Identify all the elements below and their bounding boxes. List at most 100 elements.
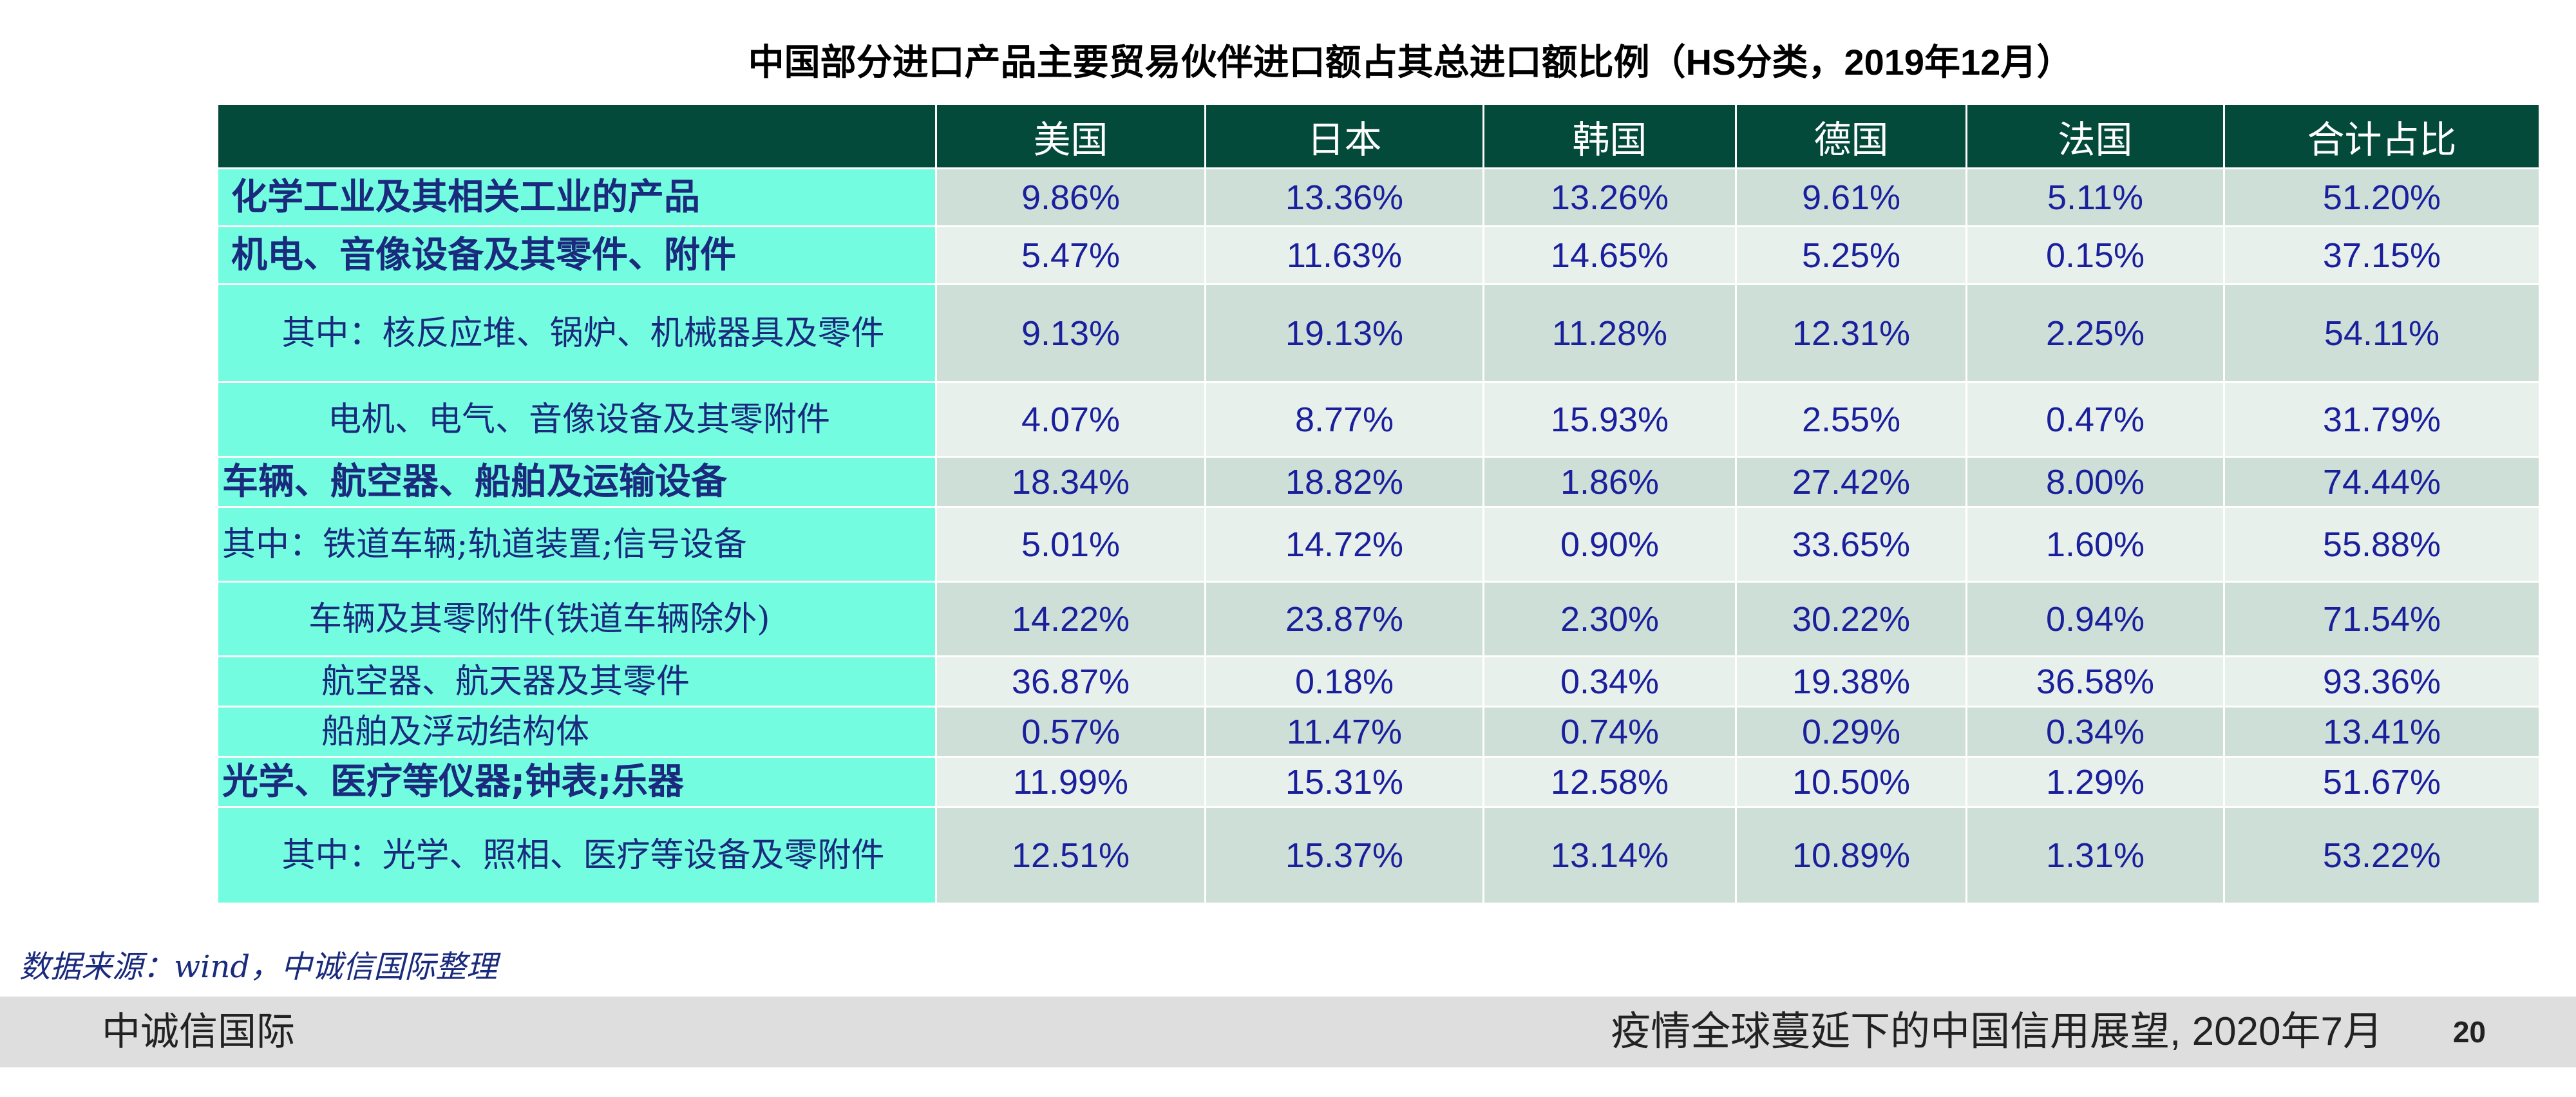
table-cell: 53.22% <box>2223 806 2541 905</box>
table-cell: 11.47% <box>1204 706 1484 758</box>
trade-table: 美国 日本 韩国 德国 法国 合计占比 化学工业及其相关工业的产品 9.86% … <box>216 103 2541 905</box>
table-cell: 19.13% <box>1204 283 1484 383</box>
table-cell: 51.20% <box>2223 167 2541 227</box>
table-cell: 0.90% <box>1482 506 1737 583</box>
table-header-row: 美国 日本 韩国 德国 法国 合计占比 <box>216 103 2541 169</box>
row-label: 其中：铁道车辆;轨道装置;信号设备 <box>216 506 937 583</box>
table-cell: 36.87% <box>935 655 1206 708</box>
table-cell: 11.63% <box>1204 225 1484 285</box>
table-cell: 55.88% <box>2223 506 2541 583</box>
row-label: 船舶及浮动结构体 <box>216 706 937 758</box>
table-row: 船舶及浮动结构体 0.57% 11.47% 0.74% 0.29% 0.34% … <box>216 706 2541 758</box>
table-cell: 54.11% <box>2223 283 2541 383</box>
table-cell: 8.77% <box>1204 381 1484 458</box>
table-cell: 4.07% <box>935 381 1206 458</box>
table-cell: 12.51% <box>935 806 1206 905</box>
table-cell: 1.29% <box>1965 756 2225 808</box>
header-cell: 法国 <box>1965 103 2225 169</box>
page-number: 20 <box>2452 1015 2486 1049</box>
header-cell: 合计占比 <box>2223 103 2541 169</box>
header-cell: 日本 <box>1204 103 1484 169</box>
table-row: 机电、音像设备及其零件、附件 5.47% 11.63% 14.65% 5.25%… <box>216 225 2541 285</box>
table-cell: 0.74% <box>1482 706 1737 758</box>
table-cell: 11.99% <box>935 756 1206 808</box>
header-cell: 德国 <box>1735 103 1967 169</box>
table-cell: 1.60% <box>1965 506 2225 583</box>
table-row: 电机、电气、音像设备及其零附件 4.07% 8.77% 15.93% 2.55%… <box>216 381 2541 458</box>
table-cell: 12.58% <box>1482 756 1737 808</box>
table-cell: 1.31% <box>1965 806 2225 905</box>
row-label: 化学工业及其相关工业的产品 <box>216 167 937 227</box>
table-row: 车辆、航空器、船舶及运输设备 18.34% 18.82% 1.86% 27.42… <box>216 456 2541 508</box>
table-cell: 23.87% <box>1204 581 1484 657</box>
table-cell: 19.38% <box>1735 655 1967 708</box>
table-cell: 37.15% <box>2223 225 2541 285</box>
table-cell: 15.31% <box>1204 756 1484 808</box>
table-cell: 13.14% <box>1482 806 1737 905</box>
table-row: 光学、医疗等仪器;钟表;乐器 11.99% 15.31% 12.58% 10.5… <box>216 756 2541 808</box>
row-label: 其中：核反应堆、锅炉、机械器具及零件 <box>216 283 937 383</box>
table-row: 其中：光学、照相、医疗等设备及零附件 12.51% 15.37% 13.14% … <box>216 806 2541 905</box>
table-cell: 0.94% <box>1965 581 2225 657</box>
table-cell: 14.72% <box>1204 506 1484 583</box>
table-cell: 30.22% <box>1735 581 1967 657</box>
table-row: 其中：核反应堆、锅炉、机械器具及零件 9.13% 19.13% 11.28% 1… <box>216 283 2541 383</box>
table-cell: 93.36% <box>2223 655 2541 708</box>
table-cell: 15.93% <box>1482 381 1737 458</box>
table-cell: 2.25% <box>1965 283 2225 383</box>
table-row: 航空器、航天器及其零件 36.87% 0.18% 0.34% 19.38% 36… <box>216 655 2541 708</box>
table-cell: 13.26% <box>1482 167 1737 227</box>
row-label: 机电、音像设备及其零件、附件 <box>216 225 937 285</box>
table-cell: 36.58% <box>1965 655 2225 708</box>
table-cell: 5.47% <box>935 225 1206 285</box>
table-cell: 71.54% <box>2223 581 2541 657</box>
table-row: 化学工业及其相关工业的产品 9.86% 13.36% 13.26% 9.61% … <box>216 167 2541 227</box>
table-cell: 9.61% <box>1735 167 1967 227</box>
table-cell: 27.42% <box>1735 456 1967 508</box>
footer-bar: 中诚信国际 疫情全球蔓延下的中国信用展望, 2020年7月 20 <box>0 997 2576 1067</box>
table-cell: 15.37% <box>1204 806 1484 905</box>
table-cell: 18.82% <box>1204 456 1484 508</box>
table-row: 车辆及其零附件(铁道车辆除外) 14.22% 23.87% 2.30% 30.2… <box>216 581 2541 657</box>
table-cell: 0.57% <box>935 706 1206 758</box>
table-cell: 10.50% <box>1735 756 1967 808</box>
table-cell: 5.01% <box>935 506 1206 583</box>
row-label: 光学、医疗等仪器;钟表;乐器 <box>216 756 937 808</box>
table-cell: 12.31% <box>1735 283 1967 383</box>
table-cell: 9.13% <box>935 283 1206 383</box>
table-cell: 74.44% <box>2223 456 2541 508</box>
table-cell: 14.65% <box>1482 225 1737 285</box>
header-cell: 韩国 <box>1482 103 1737 169</box>
row-label: 车辆、航空器、船舶及运输设备 <box>216 456 937 508</box>
row-label: 其中：光学、照相、医疗等设备及零附件 <box>216 806 937 905</box>
table-cell: 0.34% <box>1965 706 2225 758</box>
row-label: 航空器、航天器及其零件 <box>216 655 937 708</box>
table-cell: 1.86% <box>1482 456 1737 508</box>
table-row: 其中：铁道车辆;轨道装置;信号设备 5.01% 14.72% 0.90% 33.… <box>216 506 2541 583</box>
table-cell: 0.29% <box>1735 706 1967 758</box>
table-cell: 8.00% <box>1965 456 2225 508</box>
table-cell: 13.36% <box>1204 167 1484 227</box>
table-cell: 33.65% <box>1735 506 1967 583</box>
table-cell: 13.41% <box>2223 706 2541 758</box>
header-cell: 美国 <box>935 103 1206 169</box>
page-title: 中国部分进口产品主要贸易伙伴进口额占其总进口额比例（HS分类，2019年12月） <box>748 42 2073 82</box>
row-label: 车辆及其零附件(铁道车辆除外) <box>216 581 937 657</box>
footer-report-title: 疫情全球蔓延下的中国信用展望, 2020年7月 <box>1611 1009 2383 1054</box>
header-cell <box>216 103 937 169</box>
table-cell: 2.55% <box>1735 381 1967 458</box>
table-cell: 0.18% <box>1204 655 1484 708</box>
table-cell: 31.79% <box>2223 381 2541 458</box>
table-cell: 9.86% <box>935 167 1206 227</box>
table-cell: 11.28% <box>1482 283 1737 383</box>
table-cell: 0.15% <box>1965 225 2225 285</box>
table-cell: 0.34% <box>1482 655 1737 708</box>
footer-company-name: 中诚信国际 <box>102 1010 295 1053</box>
table-cell: 2.30% <box>1482 581 1737 657</box>
data-source-note: 数据来源：wind，中诚信国际整理 <box>19 949 498 985</box>
table-cell: 51.67% <box>2223 756 2541 808</box>
table-cell: 5.25% <box>1735 225 1967 285</box>
table-cell: 0.47% <box>1965 381 2225 458</box>
table-cell: 14.22% <box>935 581 1206 657</box>
table-cell: 10.89% <box>1735 806 1967 905</box>
